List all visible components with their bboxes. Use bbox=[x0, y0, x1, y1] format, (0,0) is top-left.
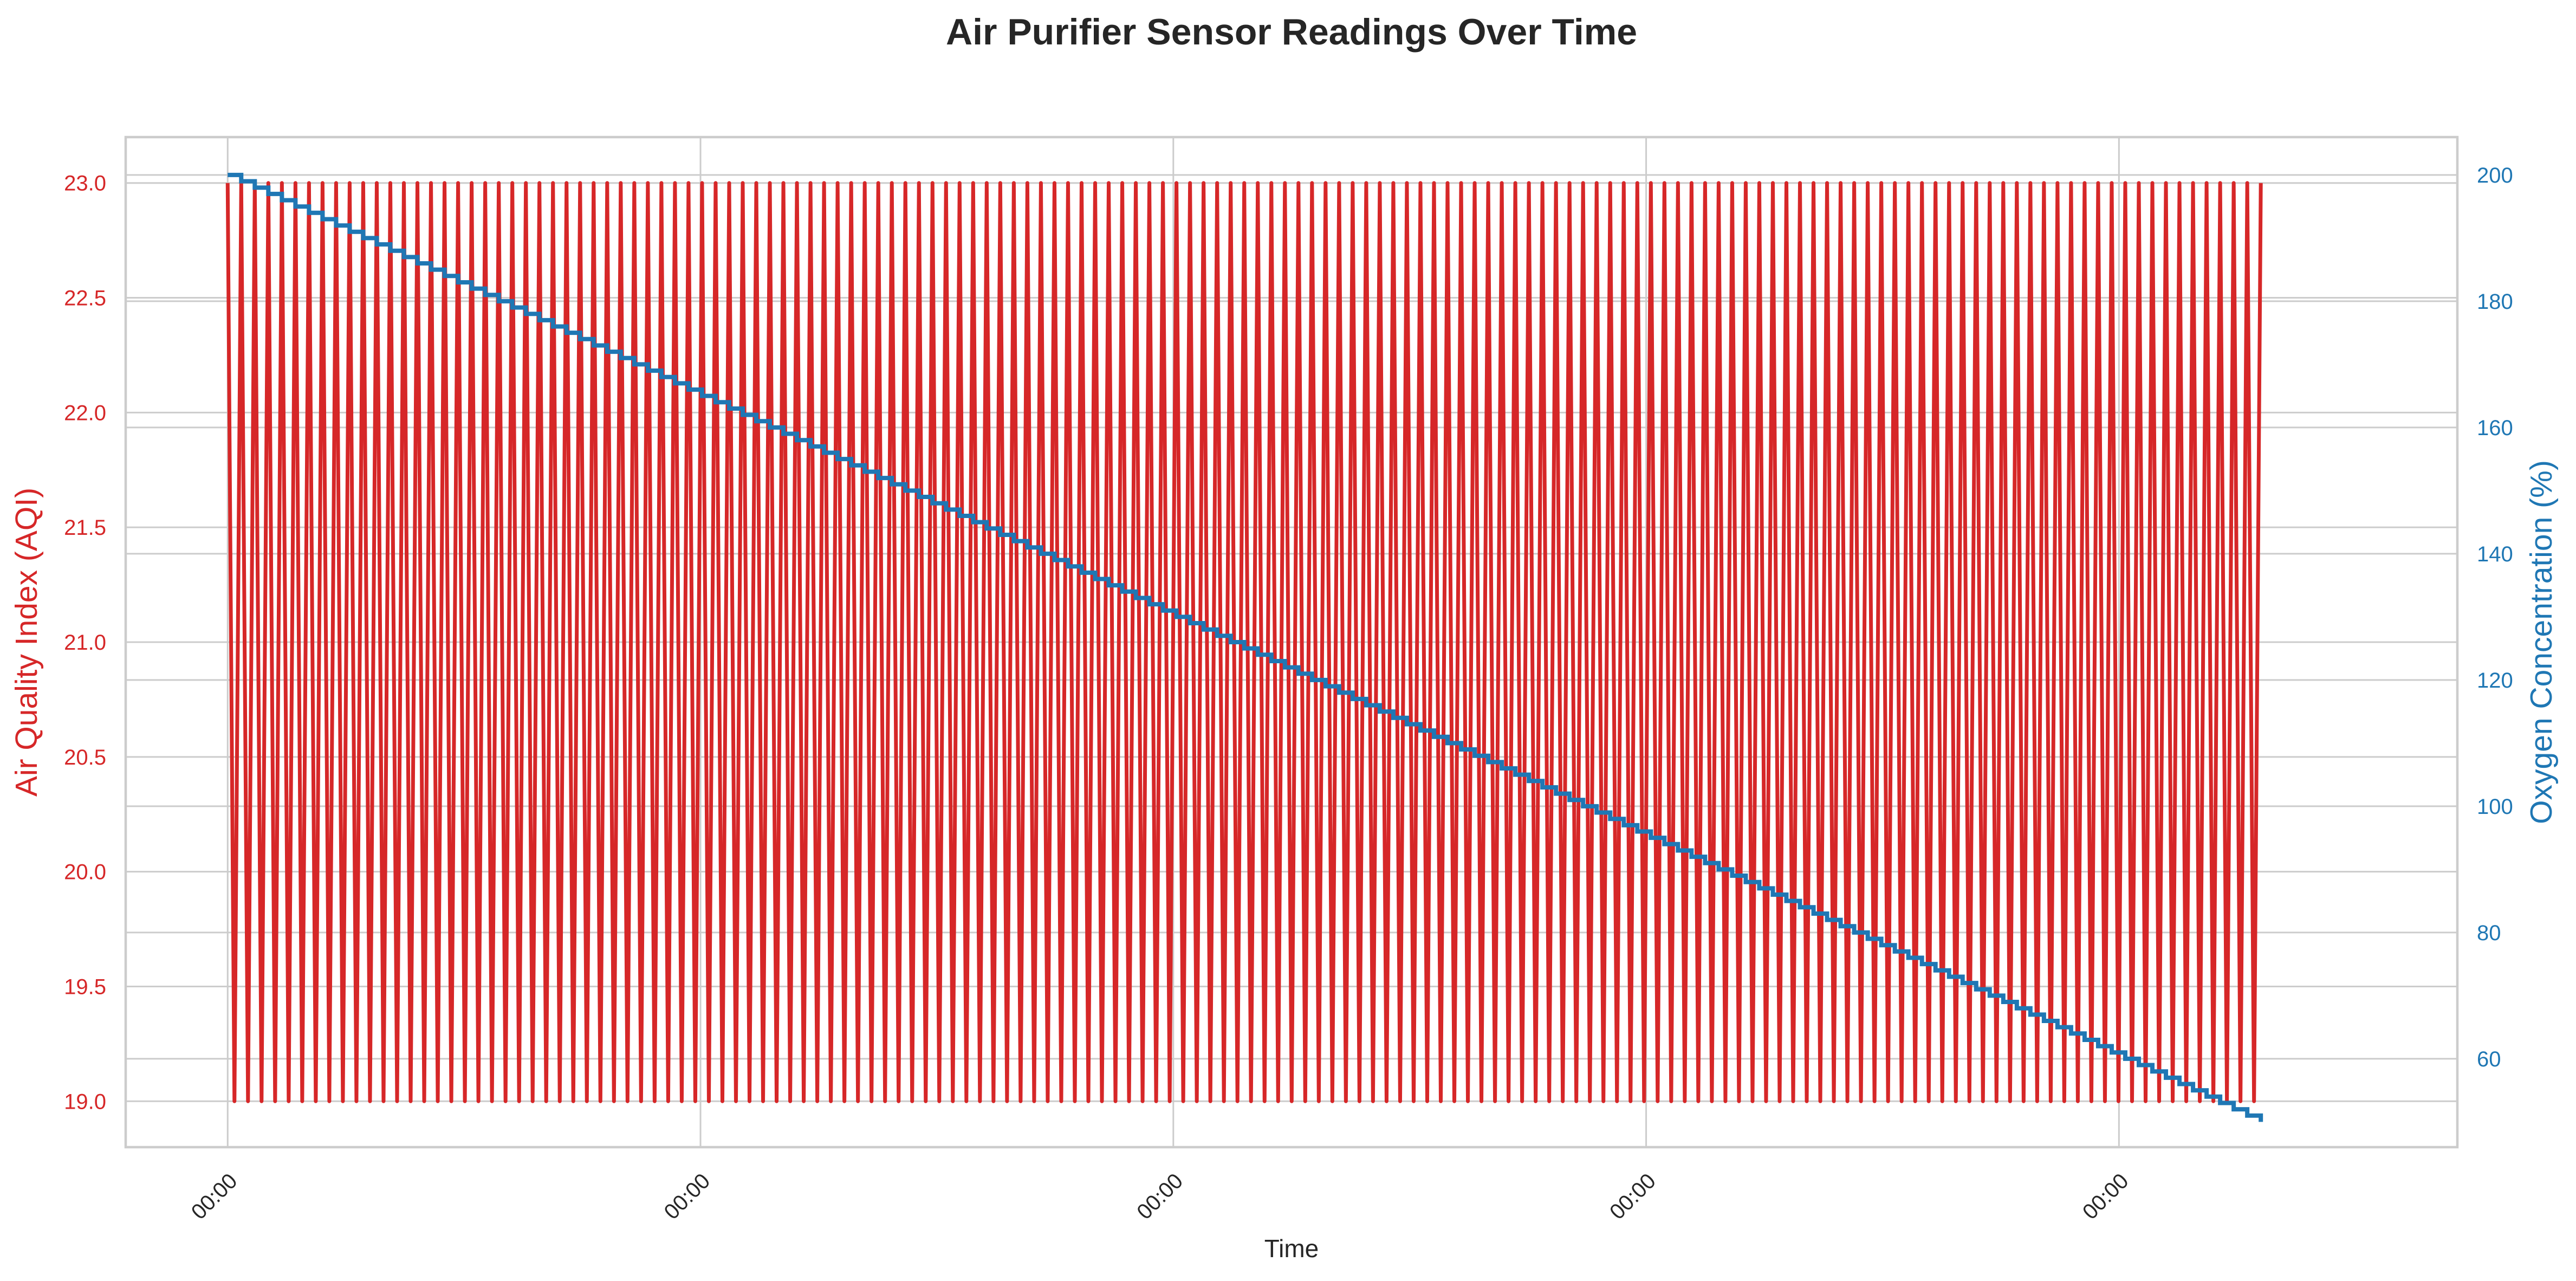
plot-frame bbox=[124, 135, 2459, 1149]
y-left-tick-label: 19.0 bbox=[64, 1090, 106, 1114]
y-left-tick-label: 20.0 bbox=[64, 861, 106, 884]
y-left-tick-label: 20.5 bbox=[64, 746, 106, 769]
y-right-tick-label: 180 bbox=[2477, 290, 2513, 314]
oxygen-series-line bbox=[228, 172, 2263, 1122]
y-axis-left-label: Air Quality Index (AQI) bbox=[9, 488, 44, 797]
y-right-tick-label: 200 bbox=[2477, 164, 2513, 187]
y-left-tick-label: 22.5 bbox=[64, 287, 106, 310]
y-right-tick-label: 60 bbox=[2477, 1047, 2501, 1071]
y-axis-right-label: Oxygen Concentration (%) bbox=[2524, 460, 2559, 824]
y-right-tick-label: 80 bbox=[2477, 921, 2501, 945]
y-left-tick-label: 19.5 bbox=[64, 975, 106, 999]
y-right-tick-label: 100 bbox=[2477, 795, 2513, 819]
chart-title: Air Purifier Sensor Readings Over Time bbox=[946, 11, 1637, 53]
y-right-tick-label: 140 bbox=[2477, 542, 2513, 566]
y-left-tick-label: 21.0 bbox=[64, 631, 106, 655]
y-right-tick-label: 160 bbox=[2477, 416, 2513, 440]
y-right-tick-label: 120 bbox=[2477, 669, 2513, 693]
y-left-tick-label: 21.5 bbox=[64, 516, 106, 540]
x-axis-label: Time bbox=[1264, 1234, 1319, 1263]
y-left-tick-label: 23.0 bbox=[64, 172, 106, 196]
aqi-series-line bbox=[225, 181, 2263, 1103]
y-left-tick-label: 22.0 bbox=[64, 401, 106, 425]
